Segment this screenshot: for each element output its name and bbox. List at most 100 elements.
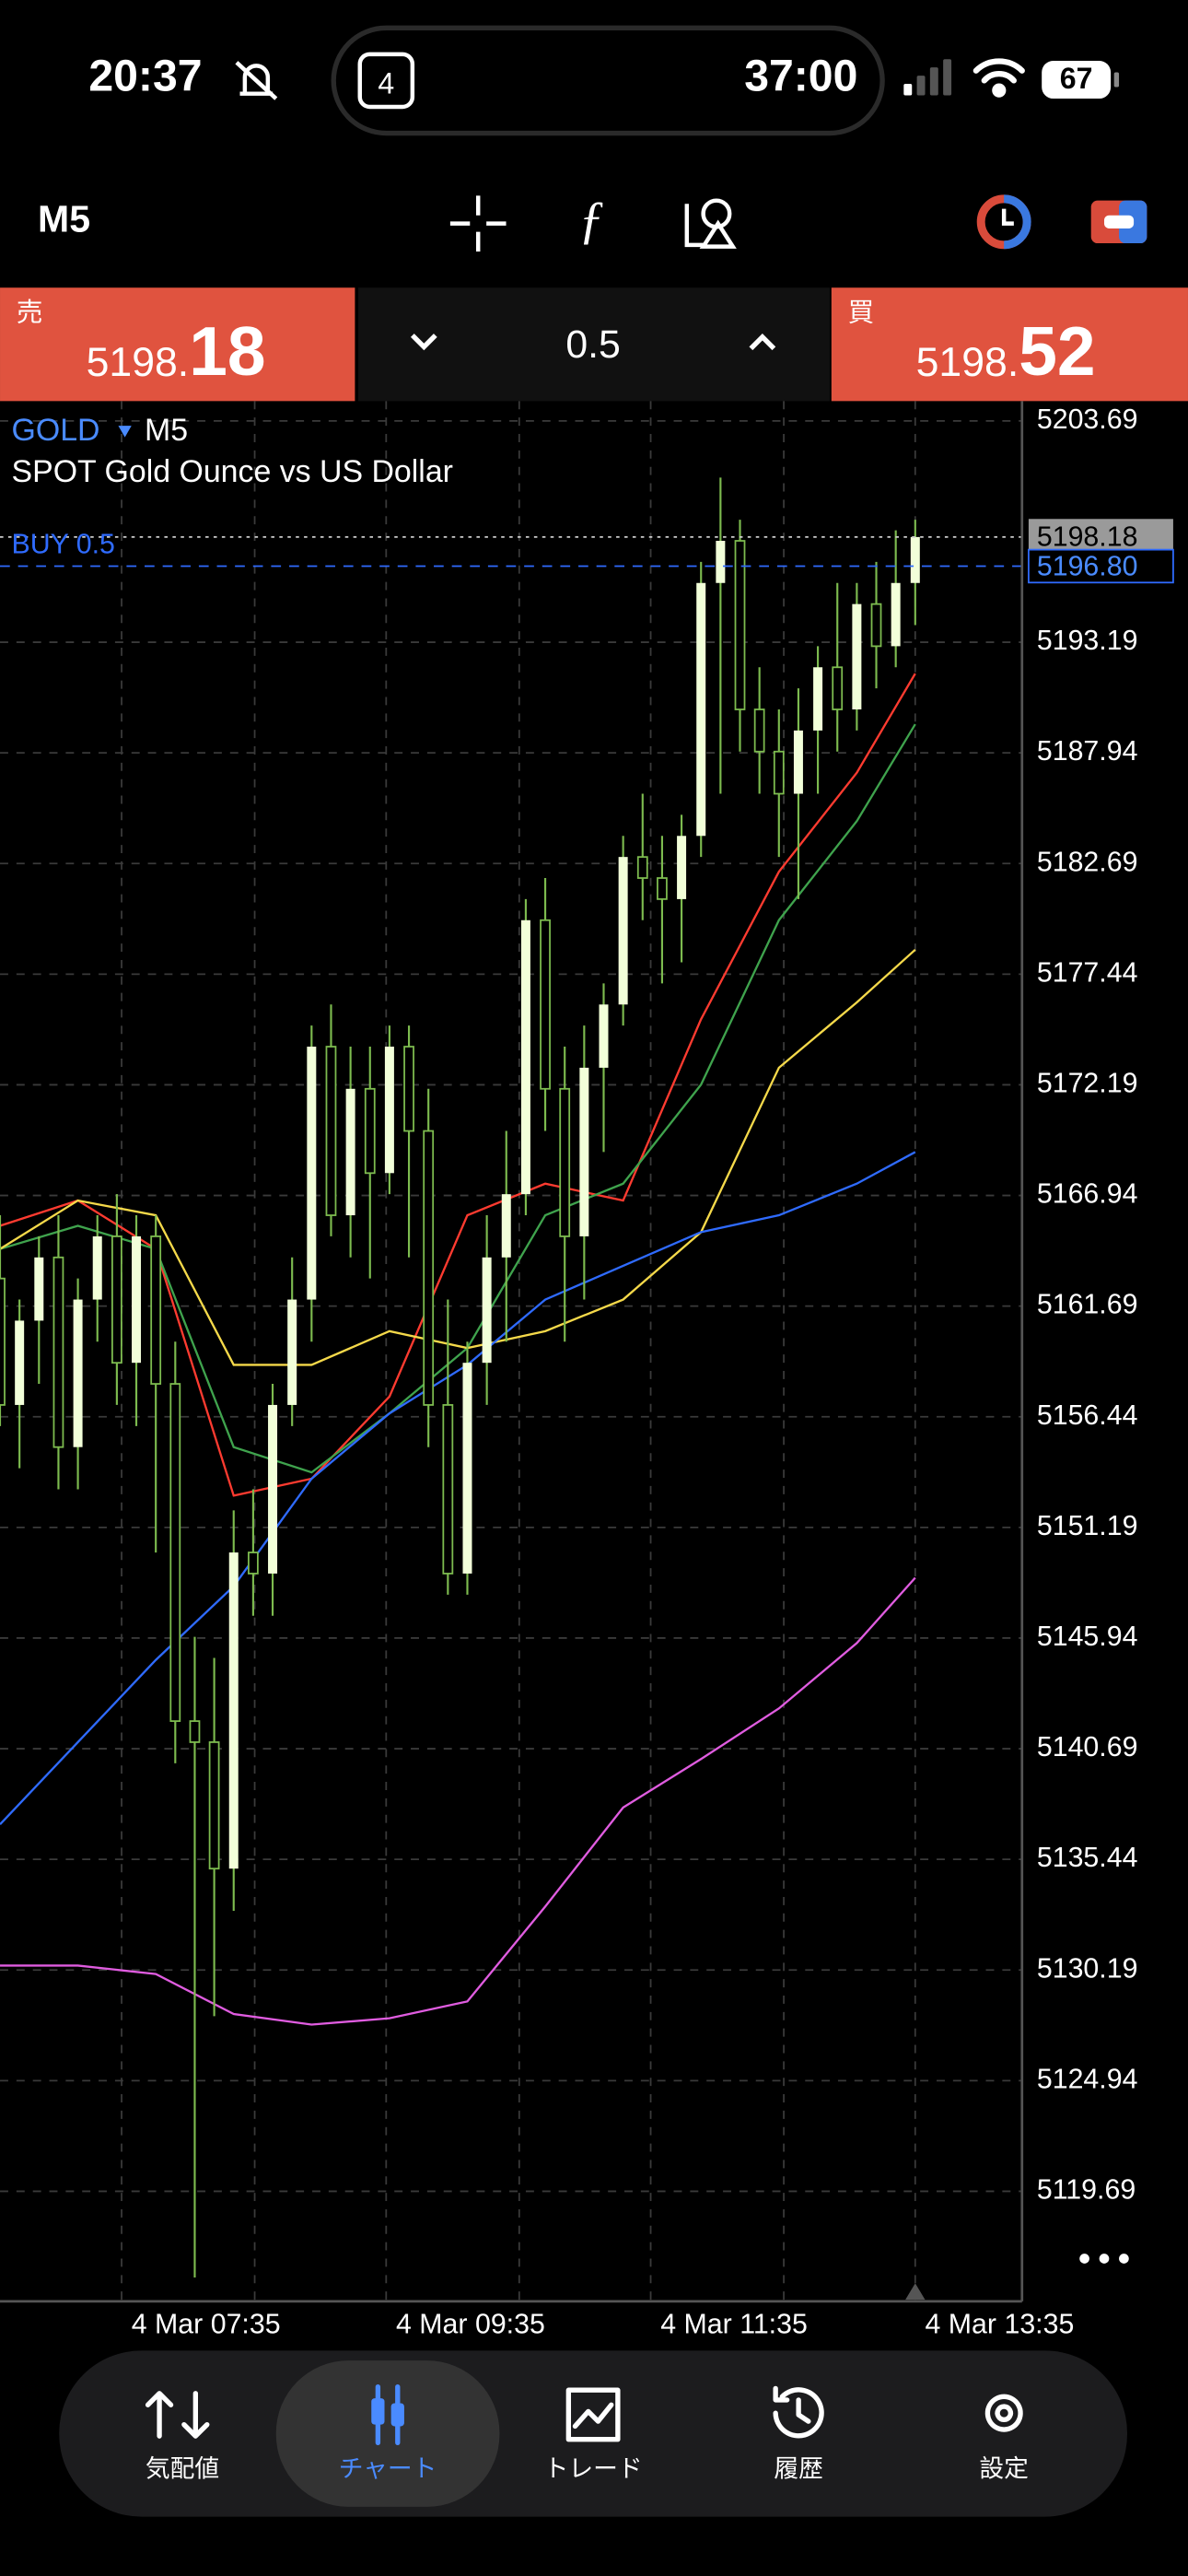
nav-items: 気配値 チャート トレード 履歴 設定 <box>145 2360 1029 2507</box>
shift-marker[interactable] <box>905 2283 926 2301</box>
timeframe-button[interactable]: M5 <box>38 198 90 240</box>
candle-body <box>189 1720 201 1743</box>
candle-body <box>15 1320 25 1405</box>
candle-body <box>268 1404 278 1574</box>
y-tick-label: 5151.19 <box>1037 1511 1138 1541</box>
sell-button[interactable] <box>0 287 355 402</box>
volume-down[interactable] <box>410 334 437 351</box>
nav-icon[interactable] <box>773 2385 824 2439</box>
candle-body <box>111 1235 122 1364</box>
volume[interactable]: 0.5 <box>565 322 621 367</box>
candle-body <box>34 1257 44 1321</box>
candle-body <box>73 1299 83 1447</box>
y-tick-label: 5161.69 <box>1037 1290 1138 1320</box>
position-price-label: 5196.80 <box>1037 551 1138 581</box>
candle-body <box>228 1552 239 1869</box>
objects-button[interactable] <box>684 198 737 249</box>
candle-body <box>0 1277 6 1406</box>
one-click-button[interactable] <box>976 194 1031 250</box>
nav-label[interactable]: 履歴 <box>774 2455 823 2483</box>
candle-body <box>677 836 687 899</box>
y-tick-label: 5187.94 <box>1037 736 1138 767</box>
nav-icon[interactable] <box>565 2387 621 2442</box>
y-tick-label: 5166.94 <box>1037 1179 1138 1210</box>
buy-price-pips: 52 <box>1019 312 1095 390</box>
dynamic-island <box>331 25 885 136</box>
x-tick-label: 4 Mar 11:35 <box>660 2310 808 2340</box>
sell-price-pips: 18 <box>189 312 265 390</box>
y-tick-label: 5119.69 <box>1037 2174 1136 2205</box>
more-button[interactable] <box>1079 2254 1129 2264</box>
nav-label[interactable]: トレード <box>544 2455 643 2483</box>
nav-active-pill <box>275 2360 500 2507</box>
candle-body <box>753 708 765 753</box>
bid-label: 5198.18 <box>1037 522 1138 553</box>
candle-body <box>579 1067 589 1236</box>
candle-body <box>150 1235 162 1385</box>
y-tick-label: 5130.19 <box>1037 1953 1138 1984</box>
symbol-description: SPOT Gold Ounce vs US Dollar <box>12 454 453 489</box>
nav-icon[interactable] <box>984 2394 1023 2432</box>
y-tick-label: 5172.19 <box>1037 1068 1138 1098</box>
candle-body <box>540 919 551 1090</box>
nav-bar <box>59 2350 1127 2517</box>
sell-label: 売 <box>17 298 43 327</box>
position-label: BUY 0.5 <box>12 529 115 559</box>
candle-body <box>482 1257 492 1364</box>
candle-body <box>773 750 785 795</box>
battery-cap <box>1113 72 1120 88</box>
candle-body <box>501 1194 511 1258</box>
buy-label: 買 <box>848 298 875 327</box>
status-time: 20:37 <box>88 51 202 100</box>
candle-body <box>442 1404 454 1575</box>
candle-body <box>734 540 746 710</box>
candle-body <box>618 857 628 1005</box>
symbol[interactable]: GOLD <box>12 413 100 448</box>
candle-body <box>169 1383 181 1722</box>
volume-up[interactable] <box>749 333 776 351</box>
volume-panel <box>357 287 831 402</box>
x-tick-label: 4 Mar 09:35 <box>396 2310 545 2340</box>
candle-body <box>832 666 844 710</box>
nav-label[interactable]: 気配値 <box>146 2455 219 2483</box>
x-tick-label: 4 Mar 13:35 <box>926 2310 1075 2340</box>
candle-body <box>910 536 920 583</box>
candle-body <box>696 582 706 837</box>
candle-body <box>657 877 668 900</box>
nav-icon[interactable] <box>145 2391 210 2439</box>
calendar-day: 4 <box>378 66 394 100</box>
x-tick-label: 4 Mar 07:35 <box>132 2310 281 2340</box>
sell-price-main: 5198. <box>87 340 190 385</box>
candle-body <box>384 1047 394 1174</box>
candle-body <box>403 1046 414 1132</box>
candle-body <box>345 1088 355 1216</box>
battery-icon <box>1042 61 1112 100</box>
trade-button[interactable] <box>1090 200 1147 244</box>
moving-average <box>0 1576 916 2026</box>
candle-body <box>307 1047 317 1300</box>
candle-body <box>813 667 823 731</box>
candle-body <box>793 730 803 794</box>
indicators-button[interactable]: ƒ <box>578 192 605 250</box>
crosshair-button[interactable] <box>449 195 507 252</box>
wifi-icon <box>973 58 1025 98</box>
y-tick-label: 5177.44 <box>1037 957 1138 988</box>
buy-button[interactable] <box>831 287 1188 402</box>
candle-body <box>208 1741 220 1870</box>
nav-icon-candle <box>371 2398 385 2425</box>
y-tick-label: 5124.94 <box>1037 2064 1138 2094</box>
nav-icon-candle <box>390 2403 404 2427</box>
signal-icon <box>903 59 952 96</box>
y-tick-label: 5193.19 <box>1037 626 1138 656</box>
candle-body <box>423 1130 435 1406</box>
candle-body <box>52 1256 64 1448</box>
calendar-icon <box>357 52 415 110</box>
candle-body <box>364 1087 376 1175</box>
nav-label[interactable]: チャート <box>339 2455 437 2483</box>
candle-body <box>870 603 882 648</box>
nav-label[interactable]: 設定 <box>979 2455 1029 2483</box>
battery-level: 67 <box>1060 62 1093 95</box>
candle-body <box>248 1551 259 1575</box>
candle-body <box>599 1004 609 1068</box>
